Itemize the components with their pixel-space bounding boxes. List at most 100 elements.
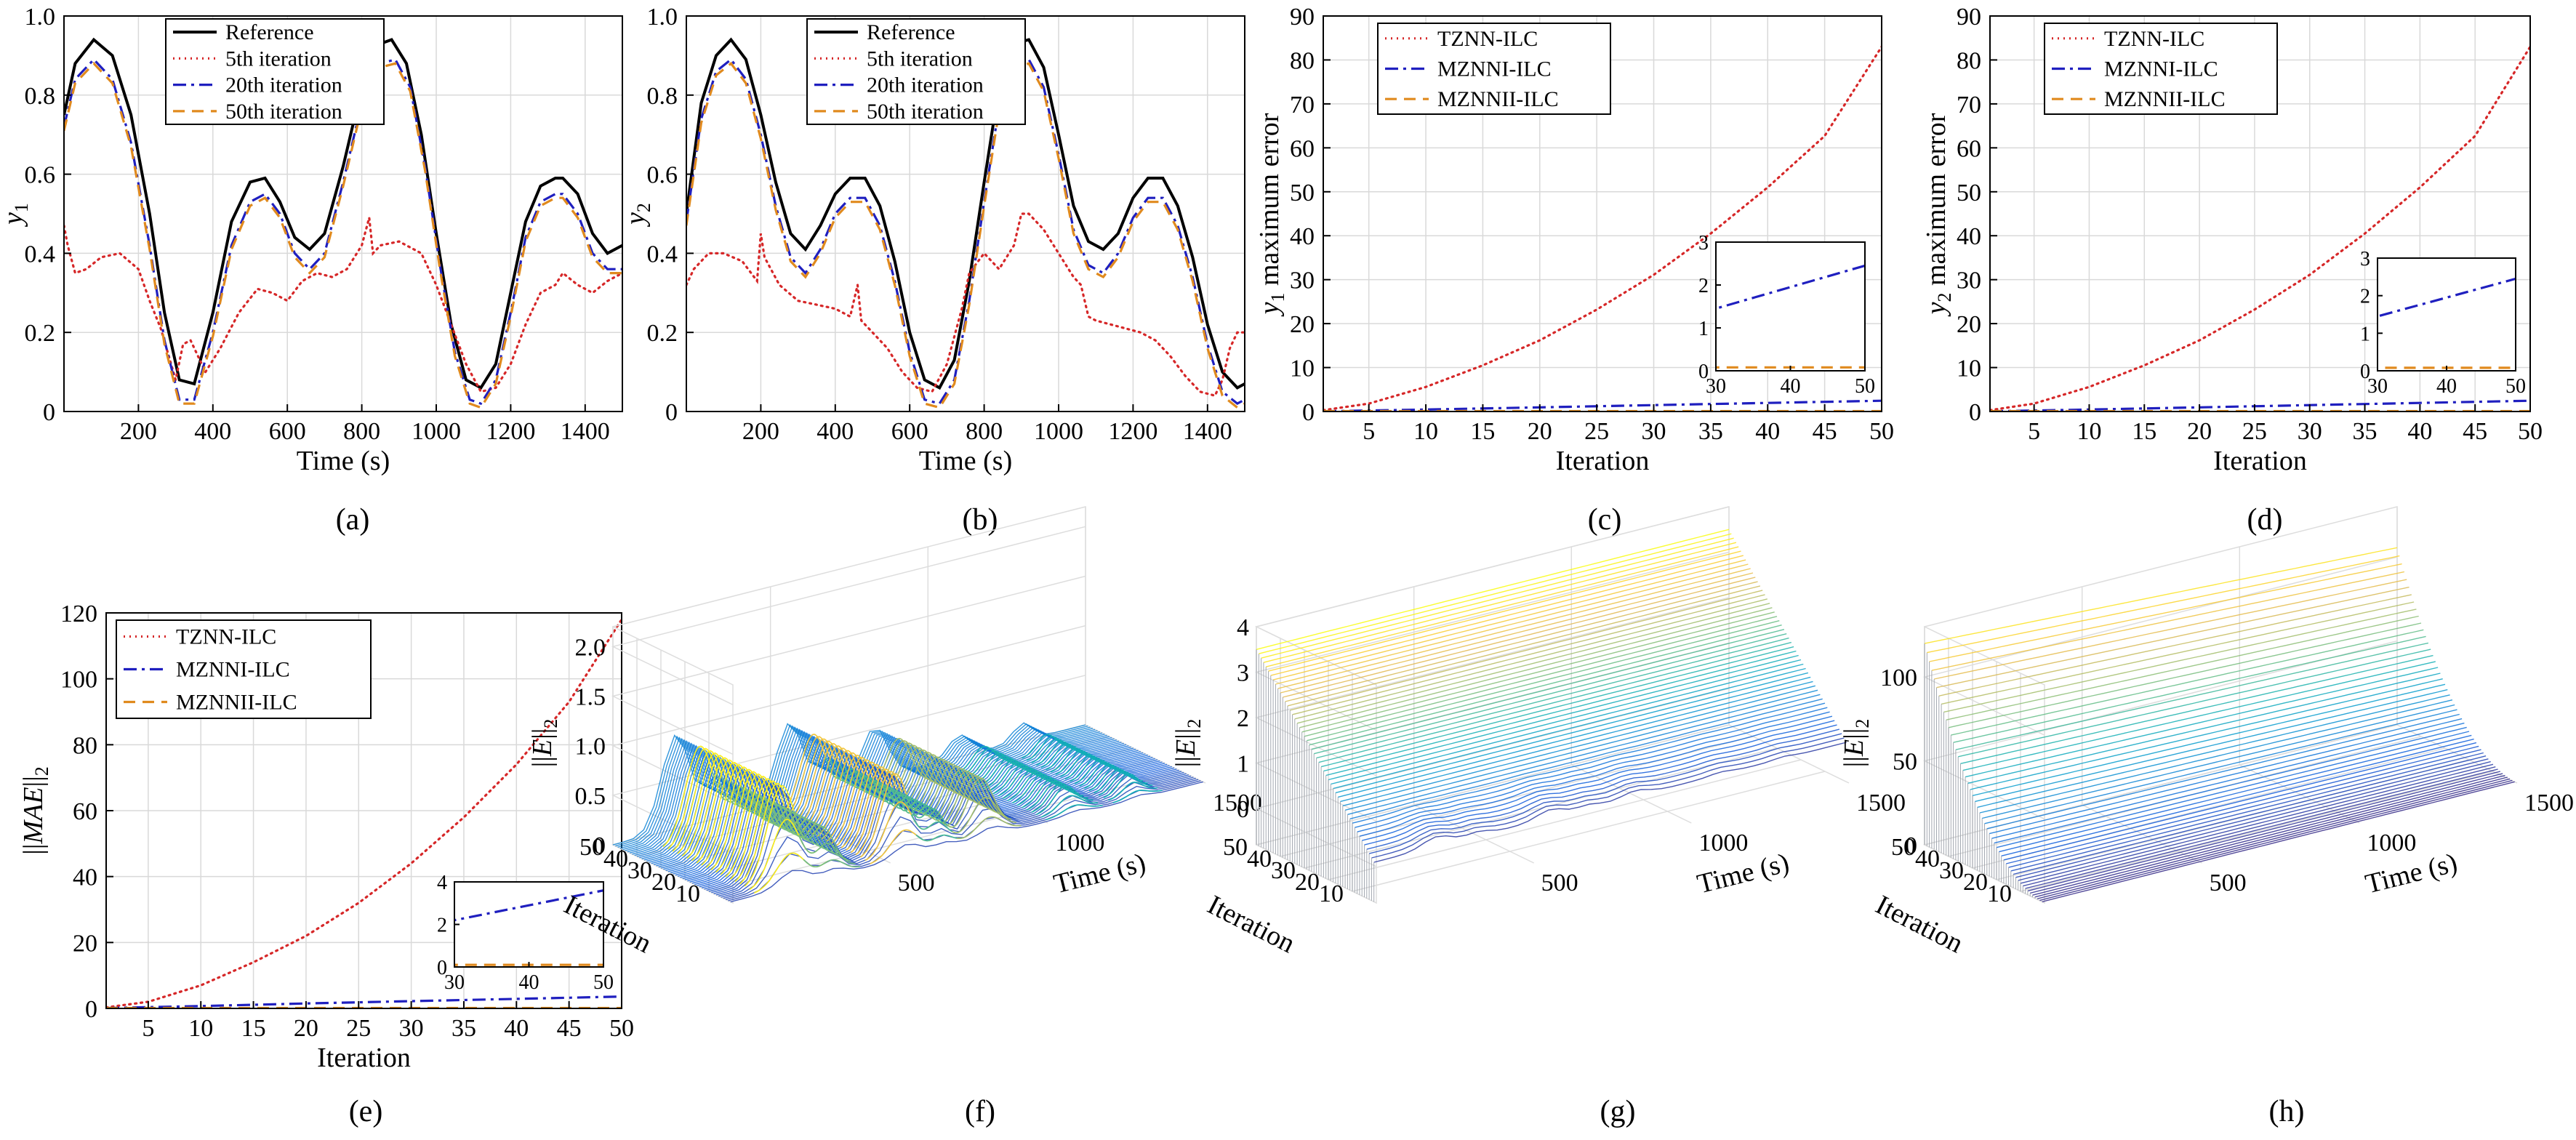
x-tick-label: 20 <box>294 1015 318 1042</box>
panel-caption: (c) <box>1588 503 1622 537</box>
surface-peak <box>1040 743 1091 768</box>
x-tick-label: 1400 <box>561 418 610 445</box>
surface-peak <box>1112 790 1163 803</box>
surface-peak <box>1046 804 1103 821</box>
x-tick-label: 50 <box>2518 418 2543 445</box>
surface-row <box>1318 641 1791 763</box>
chart-a: 200 400 600 800 1000 1200 1400 0 0.2 0.4 0.6 0.8 1.0… <box>0 4 623 537</box>
surface-row <box>1256 529 1730 650</box>
surface-peak <box>983 760 1040 790</box>
y-axis-label: Iteration <box>1203 889 1300 959</box>
inset-plot: 30 40 50 0 1 2 3 <box>2360 248 2526 398</box>
y-tick-label: 80 <box>1957 47 1981 74</box>
surface-peak <box>932 770 998 821</box>
surface-row <box>2013 755 2487 875</box>
inset-x-tick-label: 30 <box>2367 375 2388 398</box>
series-line-2 <box>686 212 1245 398</box>
surface-row <box>1362 720 1835 841</box>
panel-caption: (e) <box>349 1095 383 1128</box>
surface-row <box>1999 734 2472 853</box>
legend-entry: TZNN-ILC <box>2104 27 2204 51</box>
surface-row <box>1309 625 1782 746</box>
surface-row <box>1314 633 1787 755</box>
x-tick-label: 30 <box>2298 418 2322 445</box>
x-tick-label: 25 <box>1584 418 1609 445</box>
y-tick-label: 30 <box>1957 268 1981 294</box>
y-axis-label: y1 <box>0 203 32 228</box>
x-tick-label: 35 <box>452 1015 476 1042</box>
surface-peak <box>769 798 827 850</box>
surface-peak <box>978 757 1036 787</box>
y-tick-label: 0.8 <box>25 83 56 110</box>
surface-peak <box>1046 745 1096 771</box>
surface-row <box>1338 676 1811 798</box>
surface-row <box>1268 550 1741 672</box>
x-tick-label: 50 <box>1869 418 1894 445</box>
legend-entry: MZNNI-ILC <box>1437 57 1552 81</box>
surface-row <box>1299 607 1773 728</box>
x-tick-label: 15 <box>241 1015 266 1042</box>
x-gridline <box>2396 507 2518 784</box>
surface-row <box>1270 555 1744 676</box>
y-tick-label: 80 <box>1290 47 1315 74</box>
y-tick-label: 0.8 <box>647 83 678 110</box>
surface-peak <box>798 835 856 864</box>
surface-row <box>1996 731 2470 848</box>
surface-row <box>1285 581 1758 702</box>
surface-row <box>2032 774 2505 896</box>
surface-row <box>1352 702 1826 824</box>
surface-row <box>1340 681 1813 803</box>
surface-row <box>1941 601 2415 705</box>
x-axis-label: Time (s) <box>297 446 390 476</box>
surface-row <box>1275 563 1749 685</box>
y-tick-label: 60 <box>1290 135 1315 162</box>
x-tick-label: 40 <box>504 1015 529 1042</box>
x-tick-label: 800 <box>343 418 380 445</box>
surface-row <box>2037 778 2511 899</box>
surface-row <box>1373 742 1847 863</box>
surface-peak <box>1026 780 1084 811</box>
surface-peak <box>952 796 1016 834</box>
panel-caption: (f) <box>965 1095 995 1128</box>
surface-row <box>1342 685 1815 806</box>
surface-peak <box>947 777 1012 828</box>
surface-row <box>1948 622 2422 728</box>
y-axis-label: y2 maximum error <box>1921 113 1955 317</box>
y-axis-label: y2 <box>620 203 654 228</box>
surface-row <box>1970 678 2443 790</box>
plot-frame <box>63 15 623 412</box>
y-tick-label: 0.4 <box>25 241 56 268</box>
surface-peak <box>1035 741 1086 766</box>
surface-peak <box>1031 738 1081 763</box>
surface-row <box>725 779 1199 900</box>
plot-frame <box>1989 15 2531 412</box>
surface-row <box>1975 689 2448 803</box>
x-tick-label: 10 <box>2077 418 2101 445</box>
surface-row <box>1958 649 2431 758</box>
surface-row <box>1989 718 2463 835</box>
surface-row <box>1931 571 2405 671</box>
x-tick-label: 1000 <box>1698 830 1748 856</box>
surface-row <box>1965 667 2439 778</box>
x-axis-label: Time (s) <box>919 446 1012 476</box>
surface-row <box>1304 616 1778 737</box>
legend-entry: MZNNII-ILC <box>2104 87 2226 111</box>
x-tick-label: 200 <box>120 418 157 445</box>
panel-caption: (d) <box>2247 503 2283 537</box>
x-tick-label: 800 <box>966 418 1003 445</box>
y-tick-label: 90 <box>1290 4 1315 31</box>
z-tick-label: 2 <box>1237 705 1249 732</box>
y-tick-label: 20 <box>1295 869 1320 896</box>
series-line-1 <box>1990 45 2530 412</box>
x-tick-label: 5 <box>1363 418 1375 445</box>
surface-peak <box>1059 752 1110 778</box>
surface-peak <box>1055 750 1105 775</box>
surface-row <box>730 781 1203 903</box>
legend-entry: 50th iteration <box>225 100 342 124</box>
surface-peak <box>1007 771 1064 801</box>
series-line-2 <box>1990 399 2530 412</box>
surface-row <box>1934 579 2407 680</box>
surface-row <box>1280 572 1754 694</box>
inset-y-tick-label: 2 <box>437 915 447 937</box>
